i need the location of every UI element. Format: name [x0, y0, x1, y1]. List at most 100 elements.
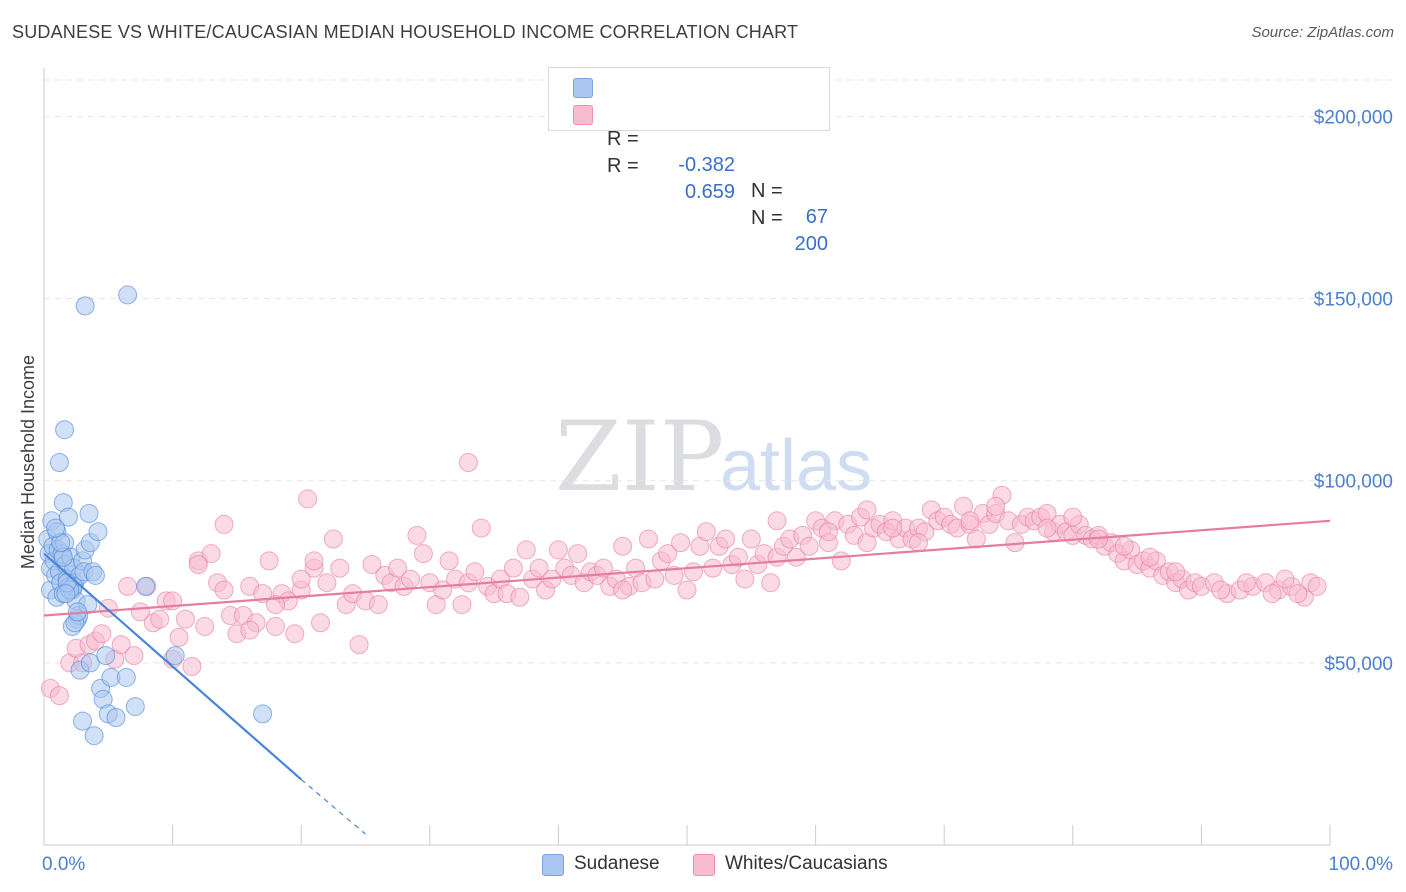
- data-point-whites: [349, 635, 369, 655]
- data-point-whites: [368, 595, 388, 615]
- data-point-whites: [503, 558, 523, 578]
- data-point-whites: [1114, 536, 1134, 556]
- data-point-whites: [285, 624, 305, 644]
- data-point-whites: [799, 536, 819, 556]
- data-point-whites: [111, 635, 131, 655]
- data-point-whites: [728, 547, 748, 567]
- data-point-sudanese: [49, 453, 69, 472]
- data-point-whites: [471, 518, 491, 538]
- x-tick-label: 0.0%: [42, 854, 85, 875]
- legend-box: R = -0.382 N = 67 R = 0.659 N = 200: [548, 67, 830, 255]
- data-point-sudanese: [55, 420, 75, 440]
- data-point-whites: [696, 522, 716, 542]
- legend-r-label: R =: [607, 155, 639, 177]
- data-point-sudanese: [118, 285, 138, 305]
- data-point-sudanese: [58, 507, 78, 527]
- y-tick-label: $100,000: [1314, 472, 1393, 493]
- data-point-whites: [298, 489, 318, 509]
- data-point-whites: [214, 514, 234, 534]
- bottom-legend-label: Sudanese: [574, 853, 660, 874]
- data-point-sudanese: [56, 584, 76, 604]
- data-point-whites: [407, 525, 427, 545]
- data-point-whites: [613, 580, 633, 600]
- trendline-sudanese-extension: [300, 778, 366, 835]
- data-point-whites: [188, 555, 208, 574]
- data-point-whites: [465, 562, 485, 582]
- data-point-whites: [175, 609, 195, 629]
- data-point-whites: [259, 551, 279, 571]
- data-point-whites: [1140, 547, 1160, 567]
- data-point-whites: [741, 529, 761, 549]
- data-point-sudanese: [96, 646, 116, 666]
- y-tick-label: $150,000: [1314, 290, 1393, 311]
- y-axis-label: Median Household Income: [18, 355, 38, 569]
- trendline-whites: [43, 519, 1331, 617]
- data-point-whites: [452, 595, 472, 615]
- legend-r-label: R =: [607, 128, 639, 150]
- data-point-whites: [265, 595, 285, 615]
- data-point-whites: [677, 580, 697, 600]
- data-point-whites: [118, 576, 138, 596]
- data-point-sudanese: [116, 667, 136, 687]
- data-point-whites: [1236, 573, 1256, 593]
- data-point-whites: [330, 558, 350, 578]
- data-point-whites: [761, 573, 781, 593]
- bottom-legend-swatch-whites: [693, 854, 715, 876]
- data-point-whites: [786, 547, 806, 567]
- data-point-whites: [645, 569, 665, 589]
- data-point-whites: [529, 558, 549, 578]
- data-point-whites: [195, 616, 215, 636]
- data-point-whites: [716, 529, 736, 549]
- data-point-whites: [169, 627, 189, 647]
- legend-row-whites: R = 0.659 N = 200: [573, 101, 828, 255]
- data-point-whites: [516, 540, 536, 560]
- data-point-sudanese: [46, 518, 66, 538]
- legend-swatch-sudanese: [573, 78, 593, 98]
- data-point-whites: [986, 496, 1006, 516]
- data-point-whites: [1307, 576, 1327, 596]
- data-point-sudanese: [253, 704, 273, 724]
- bottom-legend-label: Whites/Caucasians: [725, 853, 888, 874]
- data-point-whites: [458, 453, 478, 472]
- legend-swatch-whites: [573, 105, 593, 125]
- data-point-whites: [1288, 584, 1308, 604]
- data-point-whites: [1211, 580, 1231, 600]
- data-point-whites: [593, 558, 613, 578]
- data-point-whites: [568, 544, 588, 564]
- data-point-whites: [1275, 569, 1295, 589]
- data-point-whites: [883, 518, 903, 538]
- data-point-whites: [1063, 507, 1083, 527]
- data-point-whites: [966, 529, 986, 549]
- data-point-whites: [413, 544, 433, 564]
- y-tick-label: $50,000: [1324, 654, 1393, 675]
- data-point-whites: [664, 565, 684, 585]
- data-point-whites: [658, 544, 678, 564]
- data-point-whites: [857, 500, 877, 520]
- data-point-whites: [92, 624, 112, 644]
- chart-title: SUDANESE VS WHITE/CAUCASIAN MEDIAN HOUSE…: [12, 22, 799, 42]
- data-point-whites: [265, 616, 285, 636]
- y-tick-label: $200,000: [1314, 107, 1393, 128]
- data-point-whites: [323, 529, 343, 549]
- legend-r-value: 0.659: [684, 181, 735, 203]
- data-point-whites: [317, 573, 337, 593]
- data-point-sudanese: [75, 296, 95, 316]
- data-point-whites: [735, 569, 755, 589]
- data-point-whites: [182, 657, 202, 676]
- data-point-whites: [767, 511, 787, 531]
- data-point-sudanese: [85, 565, 105, 585]
- data-point-whites: [304, 551, 324, 571]
- data-point-sudanese: [88, 522, 108, 542]
- legend-n-label: N =: [751, 180, 783, 202]
- data-point-whites: [201, 544, 221, 564]
- data-point-sudanese: [106, 708, 126, 727]
- data-point-whites: [638, 529, 658, 549]
- data-point-whites: [388, 558, 408, 578]
- data-point-whites: [831, 551, 851, 571]
- data-point-whites: [439, 551, 459, 571]
- watermark-atlas: atlas: [720, 426, 872, 506]
- trendline-sudanese: [43, 552, 302, 781]
- data-point-sudanese: [136, 576, 156, 596]
- source-label: Source: ZipAtlas.com: [1251, 24, 1394, 41]
